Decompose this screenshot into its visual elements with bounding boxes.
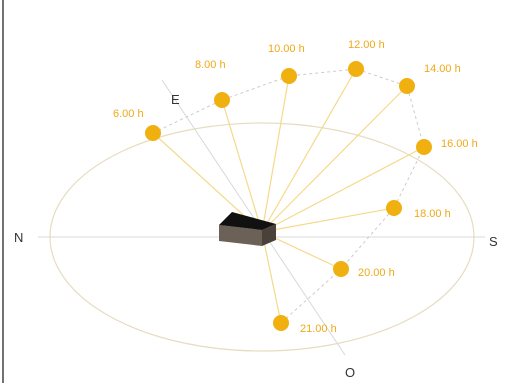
direction-north: N — [14, 230, 23, 245]
sun-label-6h: 6.00 h — [113, 108, 144, 120]
direction-west: O — [345, 365, 355, 380]
sun-ray-12h — [261, 68, 357, 233]
building-front-face — [219, 225, 262, 246]
east-west-axis — [161, 79, 346, 356]
sun-icon-20h — [333, 261, 349, 277]
sun-label-10h: 10.00 h — [268, 43, 305, 55]
sun-icon-12h — [348, 61, 364, 77]
building-roof — [219, 212, 276, 230]
sun-icon-10h — [281, 68, 297, 84]
sun-label-14h: 14.00 h — [424, 63, 461, 75]
direction-east: E — [171, 92, 180, 107]
sun-label-21h: 21.00 h — [300, 323, 337, 335]
sun-icon-21h — [273, 315, 289, 331]
sun-positions — [145, 61, 432, 331]
sun-path-arc — [152, 68, 425, 324]
sun-icon-6h — [145, 125, 161, 141]
sun-label-12h: 12.00 h — [348, 39, 385, 51]
direction-south: S — [489, 234, 498, 249]
sun-rays — [152, 68, 425, 324]
sun-ray-21h — [261, 231, 282, 324]
sun-icon-18h — [386, 200, 402, 216]
sun-ray-14h — [261, 85, 408, 233]
sun-icon-8h — [214, 92, 230, 108]
sun-ray-18h — [261, 207, 395, 233]
sun-label-18h: 18.00 h — [414, 208, 451, 220]
sun-ray-8h — [221, 99, 263, 233]
sun-label-8h: 8.00 h — [195, 59, 226, 71]
sun-icon-16h — [416, 139, 432, 155]
sun-label-20h: 20.00 h — [358, 267, 395, 279]
building-side-face — [262, 224, 276, 246]
sun-label-16h: 16.00 h — [441, 138, 478, 150]
sun-ray-10h — [261, 75, 290, 233]
sun-ray-16h — [261, 146, 425, 233]
building — [219, 212, 276, 246]
sun-icon-14h — [399, 78, 415, 94]
